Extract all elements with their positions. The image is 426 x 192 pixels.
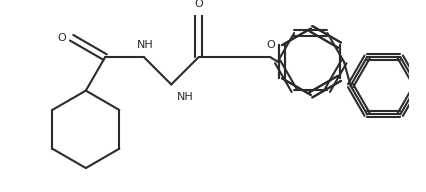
Text: O: O (58, 33, 66, 43)
Text: NH: NH (137, 40, 154, 50)
Text: O: O (194, 0, 203, 9)
Text: O: O (267, 40, 276, 50)
Text: NH: NH (177, 92, 193, 102)
